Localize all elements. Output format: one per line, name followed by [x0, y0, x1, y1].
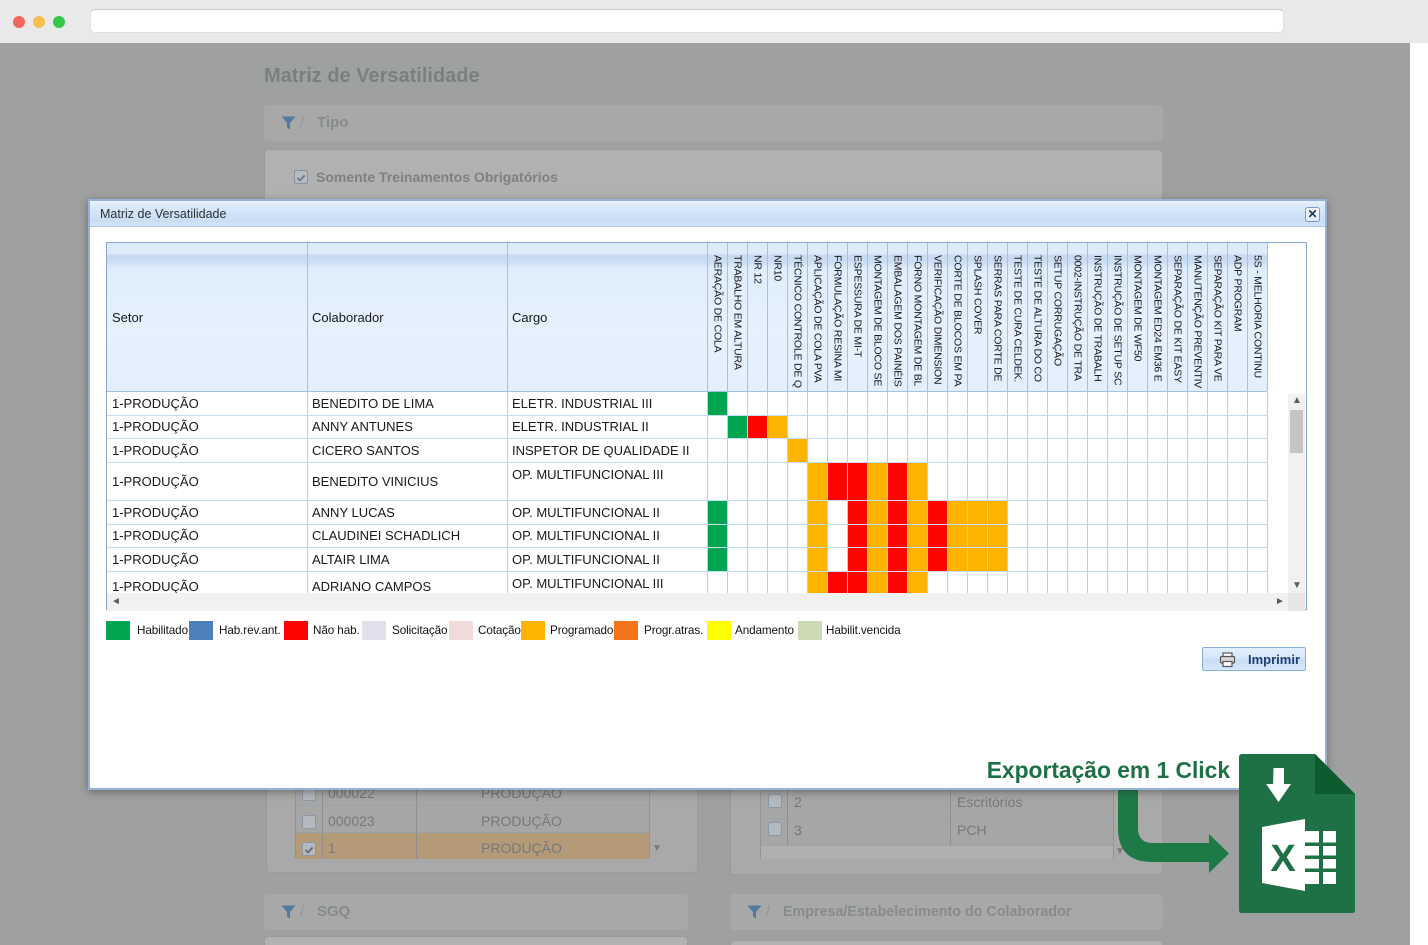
svg-text:X: X: [1270, 838, 1296, 880]
